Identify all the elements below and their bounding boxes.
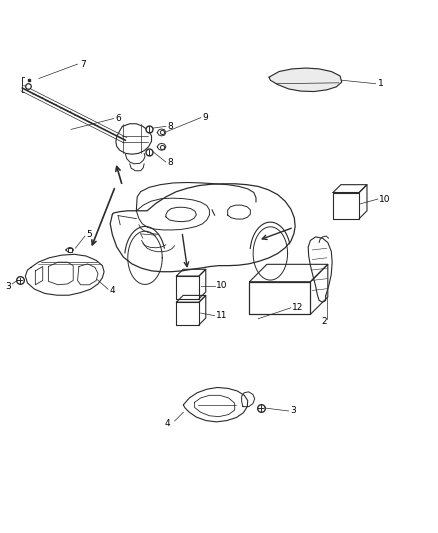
Polygon shape	[269, 68, 342, 92]
Text: 10: 10	[379, 195, 391, 204]
Text: 5: 5	[86, 230, 92, 239]
Text: 2: 2	[321, 317, 327, 326]
Text: 3: 3	[290, 407, 296, 416]
Text: 4: 4	[165, 419, 170, 427]
Text: 12: 12	[292, 303, 304, 312]
Text: 7: 7	[80, 60, 85, 69]
Text: 10: 10	[216, 281, 227, 290]
Text: 8: 8	[168, 122, 173, 131]
Text: 11: 11	[216, 311, 227, 320]
Text: 9: 9	[202, 113, 208, 122]
Text: 4: 4	[110, 286, 115, 295]
Text: 1: 1	[378, 79, 384, 88]
Text: 3: 3	[5, 281, 11, 290]
Text: 6: 6	[116, 114, 121, 123]
Text: 8: 8	[168, 158, 173, 166]
